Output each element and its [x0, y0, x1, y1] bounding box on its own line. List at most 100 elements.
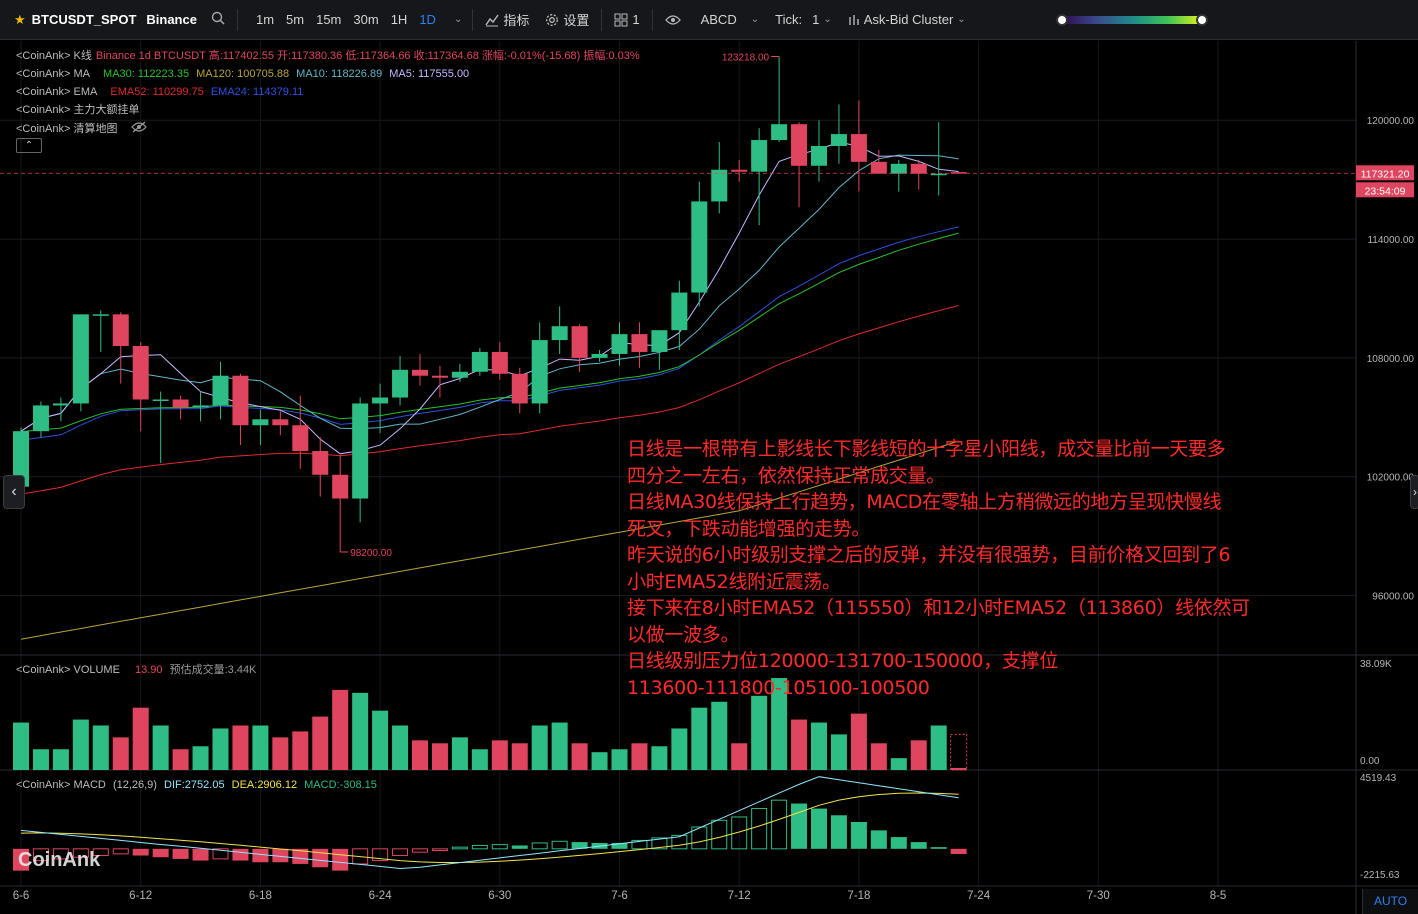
macd-bar [52, 848, 69, 860]
cluster-dropdown[interactable]: Ask-Bid Cluster ⌄ [840, 0, 974, 40]
symbol-selector[interactable]: ★ BTCUSDT_SPOT Binance [0, 0, 233, 40]
price-axis-label: 102000.00 [1367, 473, 1415, 484]
indicator-lines [20, 141, 959, 640]
candle-body [212, 375, 229, 406]
watermark-logo: CoinAnk [18, 849, 101, 871]
low-marker-label: 98200.00 [350, 548, 392, 559]
macd-bar [811, 808, 827, 849]
cluster-icon [848, 14, 860, 26]
macd-bar [571, 842, 588, 849]
settings-button[interactable]: 设置 [537, 0, 597, 40]
chart-area[interactable]: 123218.00 98200.00 120000.00 114000.00 10800… [0, 41, 1418, 914]
volume-bar [791, 719, 808, 770]
volume-bar [412, 740, 428, 770]
macd-bar [850, 821, 867, 849]
layout-button[interactable]: 1 [606, 0, 647, 40]
candle-body [112, 314, 129, 347]
auto-scale-button[interactable]: AUTO [1362, 889, 1418, 914]
liquidation-legend: <CoinAnk> 清算地图 [16, 121, 151, 137]
chevron-down-icon: ⌄ [823, 14, 832, 25]
macd-dif-value: DIF:2752.05 [164, 779, 225, 791]
analysis-annotation: 日线是一根带有上影线长下影线短的十字星小阳线，成交量比前一天要多 四分之一左右，依… [627, 436, 1317, 701]
scroll-left-button[interactable]: ‹ [3, 475, 25, 509]
macd-bar [751, 808, 768, 850]
macd-bar [890, 837, 907, 849]
heatmap-range-slider[interactable] [1056, 14, 1208, 26]
macd-bar [312, 848, 329, 868]
macd-bar [830, 815, 847, 849]
visibility-button[interactable] [657, 0, 693, 40]
macd-dea-line [20, 792, 959, 863]
volume-bar [910, 740, 927, 770]
volume-bar [551, 722, 568, 770]
interval-1d[interactable]: 1D [419, 12, 436, 27]
date-axis-label: 6-30 [488, 890, 511, 902]
volume-bar [132, 707, 149, 770]
macd-dea-value: DEA:2906.12 [231, 779, 298, 791]
volume-estimate: 预估成交量:3.44K [169, 664, 257, 676]
interval-5m[interactable]: 5m [286, 12, 305, 27]
macd-bar [32, 848, 49, 862]
interval-1h[interactable]: 1H [390, 12, 408, 27]
star-icon[interactable]: ★ [14, 11, 26, 27]
date-axis-label: 6-12 [129, 890, 152, 902]
candle-body [910, 163, 927, 174]
ma10-line [20, 154, 959, 432]
candle-body [52, 403, 69, 406]
slider-handle-left[interactable] [1056, 14, 1068, 26]
volume-bar [392, 725, 409, 770]
indicators-button[interactable]: 指标 [477, 0, 537, 40]
macd-bar [870, 830, 887, 849]
ema52-line [20, 305, 959, 495]
macd-bar [771, 799, 788, 850]
volume-bar [431, 743, 448, 770]
candle-body [711, 169, 728, 202]
search-icon[interactable] [211, 11, 225, 28]
chevron-down-icon[interactable]: ⌄ [453, 14, 463, 25]
grid-layout-icon [614, 13, 628, 27]
ma5-line [20, 141, 959, 455]
candle-body [132, 346, 149, 400]
interval-15m[interactable]: 15m [316, 12, 342, 27]
chevron-down-icon: ⌄ [957, 14, 966, 25]
chevron-down-icon: ⌄ [750, 14, 760, 25]
price-axis-label: 96000.00 [1372, 592, 1414, 603]
interval-30m[interactable]: 30m [353, 12, 379, 27]
candle-body [92, 314, 109, 316]
annotation-line: 死叉，下跌动能增强的走势。 [627, 517, 871, 540]
volume-bar [930, 725, 947, 770]
volume-axis-bottom: 0.00 [1360, 756, 1380, 767]
candle-body [312, 450, 329, 475]
volume-bar [850, 713, 867, 770]
volume-bar [890, 758, 907, 770]
macd-bar [491, 844, 508, 850]
abcd-dropdown[interactable]: ABCD ⌄ [693, 0, 768, 40]
slider-handle-right[interactable] [1196, 14, 1208, 26]
symbol-name: BTCUSDT_SPOT [31, 12, 137, 27]
macd-bar [631, 839, 648, 850]
candle-body [252, 419, 269, 426]
candle-body [332, 474, 349, 499]
volume-bar [691, 707, 708, 770]
ema52-value: EMA52: 110299.75 [110, 86, 204, 98]
current-price-tag [1356, 165, 1414, 181]
chart-canvas[interactable]: 123218.00 98200.00 120000.00 114000.00 10800… [0, 41, 1418, 914]
macd-bar [13, 848, 29, 871]
liquidation-label: <CoinAnk> 清算地图 [16, 122, 118, 135]
volume-bar [491, 740, 508, 770]
annotation-line: 日线是一根带有上影线长下影线短的十字星小阳线，成交量比前一天要多 [627, 438, 1226, 460]
toolbar-divider [601, 8, 603, 31]
macd-histogram [13, 776, 967, 871]
eye-off-icon[interactable] [130, 121, 147, 137]
macd-axis-bottom: -2215.63 [1360, 870, 1400, 881]
ema24-line [20, 226, 959, 441]
collapse-legend-button[interactable]: ⌃ [16, 138, 42, 153]
macd-bar [511, 845, 528, 849]
volume-bar [571, 743, 588, 770]
annotation-line: 接下来在8小时EMA52（115550）和12小时EMA52（113860）线依… [627, 597, 1250, 619]
interval-1m[interactable]: 1m [255, 12, 275, 27]
tick-dropdown[interactable]: Tick: 1 ⌄ [767, 0, 840, 40]
candle-body [13, 431, 29, 487]
scroll-right-button[interactable]: › [1410, 475, 1418, 509]
ma-legend-prefix: <CoinAnk> MA [16, 68, 90, 80]
